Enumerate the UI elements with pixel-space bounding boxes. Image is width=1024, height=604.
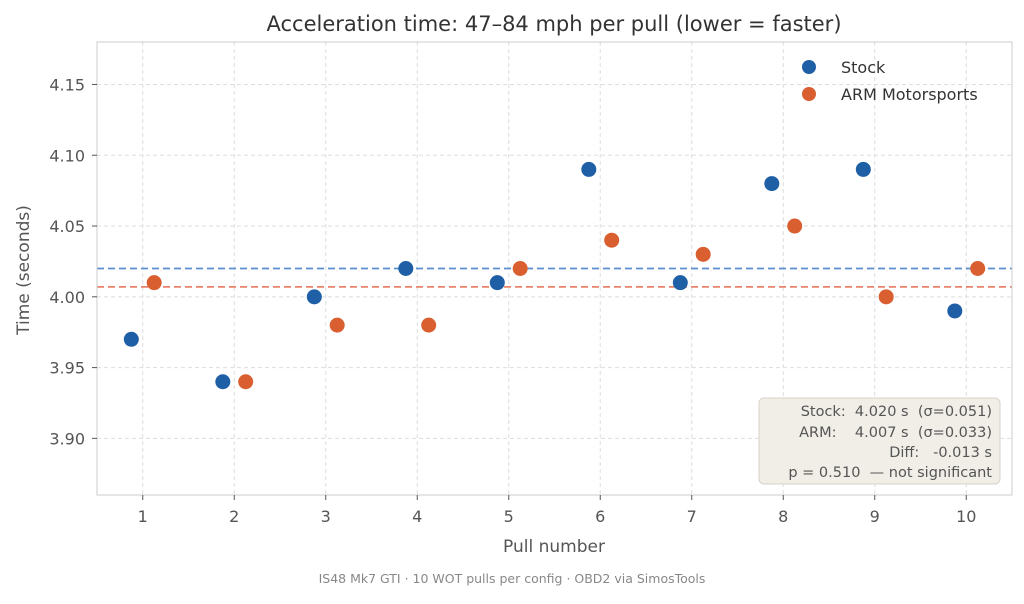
y-axis-label: Time (seconds) xyxy=(14,205,34,336)
data-point xyxy=(329,317,345,333)
y-tick-label: 4.05 xyxy=(49,217,85,236)
stats-line: Diff: -0.013 s xyxy=(889,445,992,461)
legend-marker xyxy=(802,60,816,74)
y-tick-label: 3.95 xyxy=(49,359,85,378)
x-tick-label: 9 xyxy=(870,507,880,526)
y-tick-label: 4.00 xyxy=(49,288,85,307)
stats-box: Stock: 4.020 s (σ=0.051) ARM: 4.007 s (σ… xyxy=(758,397,1001,485)
data-point xyxy=(238,374,254,390)
data-point xyxy=(878,289,894,305)
data-point xyxy=(787,218,803,234)
stats-line: p = 0.510 — not significant xyxy=(788,465,992,481)
data-point xyxy=(123,331,139,347)
x-tick-label: 10 xyxy=(956,507,976,526)
data-point xyxy=(306,289,322,305)
data-point xyxy=(215,374,231,390)
x-tick-label: 1 xyxy=(138,507,148,526)
legend: Stock ARM Motorsports xyxy=(802,58,978,104)
y-tick-label: 3.90 xyxy=(49,429,85,448)
data-point xyxy=(855,161,871,177)
y-tick-label: 4.10 xyxy=(49,146,85,165)
x-tick-label: 8 xyxy=(778,507,788,526)
legend-label: ARM Motorsports xyxy=(841,85,978,104)
data-point xyxy=(695,246,711,262)
data-point xyxy=(398,261,414,276)
y-tick-label: 4.15 xyxy=(49,75,85,94)
data-point xyxy=(421,317,437,333)
data-point xyxy=(581,161,597,177)
data-point xyxy=(512,261,528,276)
x-tick-label: 4 xyxy=(412,507,422,526)
x-tick-label: 2 xyxy=(229,507,239,526)
data-point xyxy=(672,275,688,291)
legend-label: Stock xyxy=(841,58,886,77)
stats-line: ARM: 4.007 s (σ=0.033) xyxy=(799,425,992,441)
data-point xyxy=(604,232,620,248)
data-point xyxy=(764,176,780,192)
x-tick-label: 6 xyxy=(595,507,605,526)
x-tick-label: 5 xyxy=(504,507,514,526)
stats-line: Stock: 4.020 s (σ=0.051) xyxy=(801,404,992,420)
x-axis-label: Pull number xyxy=(503,537,605,557)
footer-note: IS48 Mk7 GTI · 10 WOT pulls per config ·… xyxy=(319,571,706,586)
data-point xyxy=(146,275,162,291)
legend-marker xyxy=(802,87,816,101)
plot-frame xyxy=(96,41,1013,496)
x-tick-label: 3 xyxy=(321,507,331,526)
x-tick-label: 7 xyxy=(687,507,697,526)
data-point xyxy=(947,303,963,319)
data-point xyxy=(489,275,505,291)
chart-title: Acceleration time: 47–84 mph per pull (l… xyxy=(266,12,841,36)
data-point xyxy=(970,261,986,276)
